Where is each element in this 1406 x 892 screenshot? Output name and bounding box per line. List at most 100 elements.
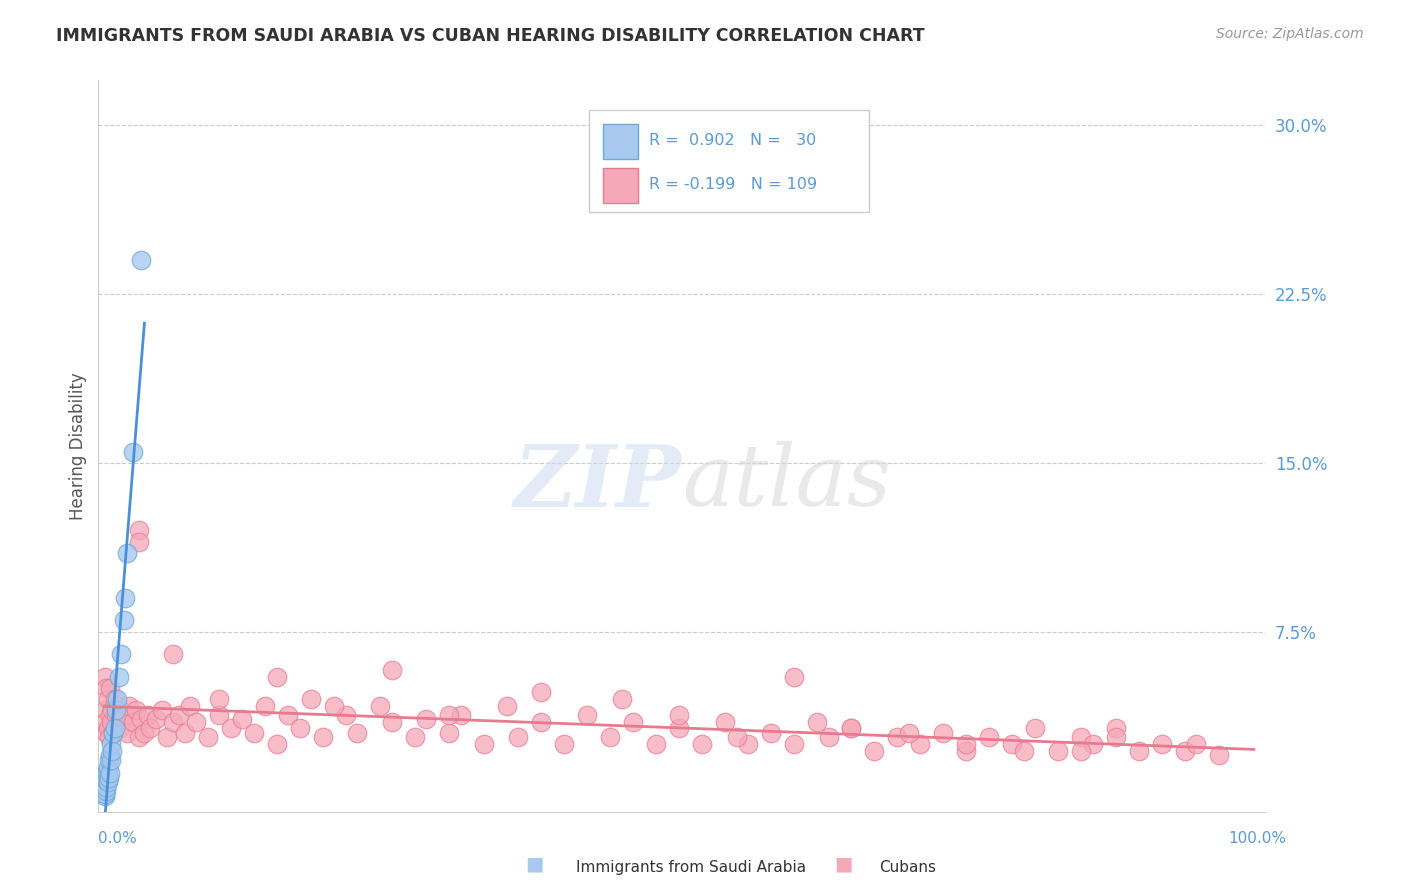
Point (645, 737, 668, 751)
Point (311, 731, 333, 745)
Point (107, 698, 129, 713)
Point (863, 744, 886, 758)
Point (167, 708, 190, 723)
Point (98, 748, 121, 763)
Point (101, 703, 124, 717)
Point (437, 708, 460, 723)
Point (1047, 744, 1070, 758)
Point (98, 766, 121, 780)
Point (129, 713, 152, 727)
Point (136, 708, 159, 723)
Point (96, 780, 118, 794)
Point (103, 726, 125, 740)
Point (1208, 748, 1230, 763)
Point (242, 726, 264, 740)
Point (94, 784, 117, 798)
Point (103, 722, 125, 736)
Point (266, 670, 288, 684)
Point (101, 744, 124, 758)
Point (495, 698, 517, 713)
Point (254, 698, 277, 713)
Text: Immigrants from Saudi Arabia: Immigrants from Saudi Arabia (576, 861, 807, 875)
Point (96, 766, 118, 780)
Text: Cubans: Cubans (879, 861, 936, 875)
Point (335, 708, 357, 723)
Point (134, 726, 156, 740)
Point (299, 692, 322, 706)
Point (98, 681, 121, 695)
Point (1105, 731, 1128, 745)
Point (110, 722, 132, 736)
Point (530, 714, 553, 729)
Point (186, 714, 208, 729)
Point (725, 731, 748, 745)
Point (806, 714, 828, 729)
Point (97, 771, 120, 785)
Point (114, 591, 136, 605)
Point (737, 737, 759, 751)
Point (1150, 737, 1173, 751)
Point (94, 771, 117, 785)
Point (125, 703, 148, 717)
Point (898, 726, 921, 740)
Point (841, 722, 863, 736)
Point (100, 753, 122, 767)
Point (110, 647, 132, 661)
Point (668, 708, 690, 723)
Text: 0.0%: 0.0% (98, 831, 138, 846)
Point (219, 722, 242, 736)
Point (1070, 731, 1092, 745)
Point (599, 731, 621, 745)
Point (98, 708, 121, 723)
Text: ■: ■ (834, 855, 853, 873)
Point (94, 787, 117, 801)
Text: R = -0.199   N = 109: R = -0.199 N = 109 (650, 177, 817, 192)
Point (96, 681, 118, 695)
Text: R =  0.902   N =   30: R = 0.902 N = 30 (650, 133, 817, 148)
Point (93, 703, 115, 717)
Point (96, 773, 118, 788)
Point (690, 737, 713, 751)
Y-axis label: Hearing Disability: Hearing Disability (69, 372, 87, 520)
Point (103, 726, 125, 740)
Point (179, 698, 201, 713)
Point (94, 670, 117, 684)
Point (759, 726, 782, 740)
Point (346, 726, 368, 740)
Point (97, 766, 120, 780)
Point (955, 737, 977, 751)
Text: 100.0%: 100.0% (1229, 831, 1286, 846)
Point (150, 703, 173, 717)
Point (114, 708, 136, 723)
Point (979, 731, 1001, 745)
Point (145, 713, 167, 727)
Point (94, 782, 117, 797)
Point (128, 731, 150, 745)
Point (104, 703, 127, 717)
Point (111, 713, 134, 727)
Point (955, 744, 977, 758)
Point (1105, 722, 1128, 736)
Point (450, 708, 472, 723)
Point (553, 737, 575, 751)
Point (932, 726, 955, 740)
Point (94, 714, 117, 729)
Point (96, 726, 118, 740)
Point (437, 726, 460, 740)
Point (576, 708, 599, 723)
Point (621, 714, 644, 729)
Point (94, 775, 117, 789)
Point (97, 753, 120, 767)
Point (97, 760, 120, 774)
Point (231, 713, 253, 727)
Point (1185, 737, 1208, 751)
Point (128, 534, 150, 549)
Point (162, 714, 184, 729)
Point (266, 737, 288, 751)
Point (1024, 722, 1046, 736)
Point (277, 708, 299, 723)
Point (97, 722, 120, 736)
Point (208, 692, 231, 706)
FancyBboxPatch shape (603, 124, 637, 160)
Point (208, 708, 231, 723)
